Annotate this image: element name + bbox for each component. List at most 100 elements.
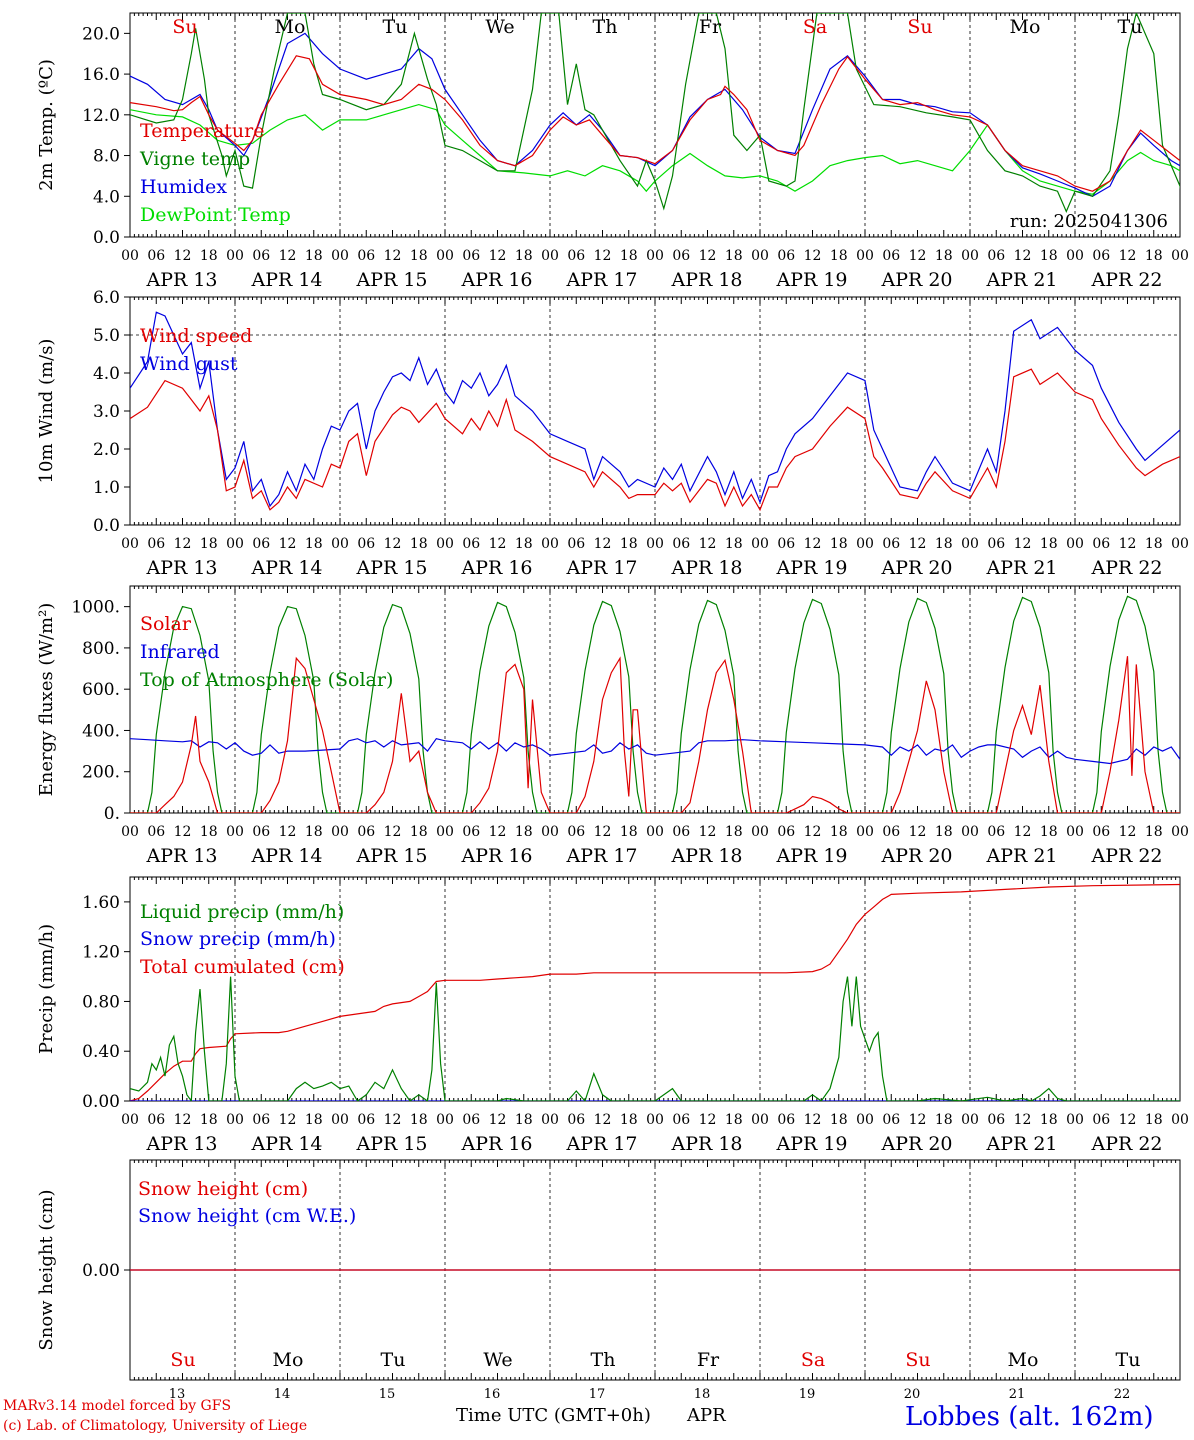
day-number-label: 15 <box>379 1387 396 1402</box>
legend-entry: Humidex <box>140 176 227 198</box>
hour-tick-label: 00 <box>436 248 454 264</box>
hour-tick-label: 00 <box>856 824 874 840</box>
hour-tick-label: 12 <box>279 824 297 840</box>
hour-tick-label: 00 <box>751 536 769 552</box>
y-tick-label: 1.0 <box>93 478 120 498</box>
hour-tick-label: 12 <box>594 248 612 264</box>
hour-tick-label: 18 <box>725 248 743 264</box>
day-label: We <box>485 16 514 38</box>
hour-tick-label: 18 <box>410 536 428 552</box>
location-label: Lobbes (alt. 162m) <box>905 1402 1154 1432</box>
y-tick-label: 4.0 <box>93 187 120 207</box>
legend-entry: Vigne temp <box>139 148 250 170</box>
date-label: APR 21 <box>985 557 1057 579</box>
day-label: Mo <box>275 16 306 38</box>
hour-tick-label: 18 <box>1145 248 1163 264</box>
hour-tick-label: 12 <box>699 824 717 840</box>
hour-tick-label: 06 <box>777 1112 795 1128</box>
hour-tick-label: 18 <box>935 824 953 840</box>
date-label: APR 15 <box>355 557 427 579</box>
hour-tick-label: 18 <box>620 536 638 552</box>
date-label: APR 15 <box>355 1133 427 1155</box>
hour-tick-label: 06 <box>1092 536 1110 552</box>
date-label: APR 22 <box>1090 845 1162 867</box>
date-label: APR 14 <box>250 1133 322 1155</box>
day-number-label: 14 <box>274 1387 291 1402</box>
hour-tick-label: 00 <box>121 248 139 264</box>
legend-entry: Snow height (cm W.E.) <box>138 1205 356 1227</box>
hour-tick-label: 06 <box>462 1112 480 1128</box>
hour-tick-label: 18 <box>305 536 323 552</box>
day-label: Fr <box>699 16 722 38</box>
y-tick-label: 2.0 <box>93 440 120 460</box>
hour-tick-label: 18 <box>935 536 953 552</box>
hour-tick-label: 12 <box>909 248 927 264</box>
legend-entry: Infrared <box>140 641 220 663</box>
date-label: APR 14 <box>250 845 322 867</box>
y-tick-label: 0.0 <box>93 516 120 536</box>
hour-tick-label: 00 <box>121 536 139 552</box>
date-label: APR 21 <box>985 1133 1057 1155</box>
hour-tick-label: 06 <box>567 824 585 840</box>
date-label: APR 20 <box>880 557 952 579</box>
legend-entry: Top of Atmosphere (Solar) <box>140 669 393 691</box>
series-line <box>130 738 1180 765</box>
hour-tick-label: 18 <box>620 824 638 840</box>
hour-tick-label: 00 <box>331 1112 349 1128</box>
day-label: Su <box>907 16 932 38</box>
hour-tick-label: 18 <box>935 1112 953 1128</box>
hour-tick-label: 12 <box>279 248 297 264</box>
hour-tick-label: 12 <box>279 536 297 552</box>
hour-tick-label: 00 <box>1171 536 1189 552</box>
hour-tick-label: 06 <box>777 824 795 840</box>
date-label: APR 18 <box>670 557 742 579</box>
hour-tick-label: 00 <box>961 248 979 264</box>
hour-tick-label: 06 <box>462 824 480 840</box>
hour-tick-label: 00 <box>541 248 559 264</box>
day-number-label: 17 <box>589 1387 606 1402</box>
y-tick-label: 0.80 <box>82 992 120 1012</box>
y-tick-label: 0.0 <box>93 228 120 248</box>
hour-tick-label: 00 <box>751 824 769 840</box>
hour-tick-label: 18 <box>410 1112 428 1128</box>
hour-tick-label: 00 <box>436 536 454 552</box>
legend-entry: Solar <box>140 613 192 635</box>
hour-tick-label: 18 <box>1145 1112 1163 1128</box>
day-number-label: 16 <box>484 1387 501 1402</box>
hour-tick-label: 06 <box>147 536 165 552</box>
hour-tick-label: 12 <box>909 536 927 552</box>
hour-tick-label: 06 <box>777 248 795 264</box>
hour-tick-label: 06 <box>882 824 900 840</box>
hour-tick-label: 18 <box>830 1112 848 1128</box>
y-tick-label: 1.60 <box>82 893 120 913</box>
hour-tick-label: 00 <box>331 536 349 552</box>
series-line <box>130 595 1180 813</box>
legend-entry: Wind speed <box>140 325 252 347</box>
hour-tick-label: 06 <box>252 248 270 264</box>
hour-tick-label: 06 <box>252 824 270 840</box>
date-label: APR 13 <box>145 269 217 291</box>
hour-tick-label: 12 <box>489 536 507 552</box>
y-axis-title: 2m Temp. (ºC) <box>36 59 57 191</box>
date-label: APR 18 <box>670 845 742 867</box>
date-label: APR 17 <box>565 557 637 579</box>
date-label: APR 16 <box>460 845 532 867</box>
hour-tick-label: 00 <box>436 824 454 840</box>
hour-tick-label: 12 <box>384 824 402 840</box>
hour-tick-label: 06 <box>147 1112 165 1128</box>
y-axis-title: Snow height (cm) <box>36 1189 57 1350</box>
hour-tick-label: 06 <box>462 536 480 552</box>
y-tick-label: 600. <box>82 680 120 700</box>
hour-tick-label: 18 <box>725 536 743 552</box>
hour-tick-label: 18 <box>1040 248 1058 264</box>
hour-tick-label: 12 <box>1119 536 1137 552</box>
date-label: APR 15 <box>355 269 427 291</box>
hour-tick-label: 18 <box>830 824 848 840</box>
hour-tick-label: 12 <box>174 536 192 552</box>
series-line <box>130 311 1180 508</box>
hour-tick-label: 00 <box>646 1112 664 1128</box>
hour-tick-label: 06 <box>1092 824 1110 840</box>
hour-tick-label: 18 <box>305 1112 323 1128</box>
legend-entry: Liquid precip (mm/h) <box>140 901 344 923</box>
